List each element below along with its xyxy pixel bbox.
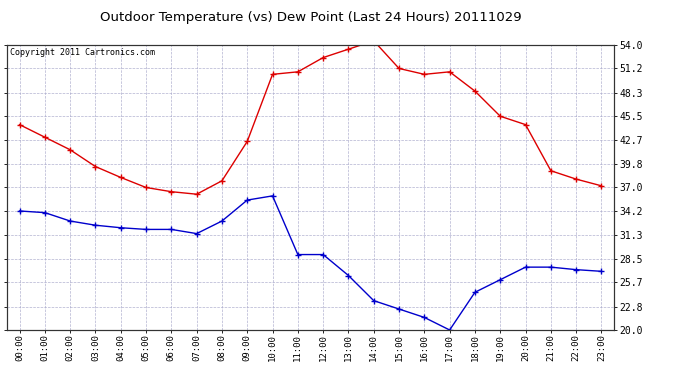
Text: Outdoor Temperature (vs) Dew Point (Last 24 Hours) 20111029: Outdoor Temperature (vs) Dew Point (Last…	[99, 11, 522, 24]
Text: Copyright 2011 Cartronics.com: Copyright 2011 Cartronics.com	[10, 48, 155, 57]
